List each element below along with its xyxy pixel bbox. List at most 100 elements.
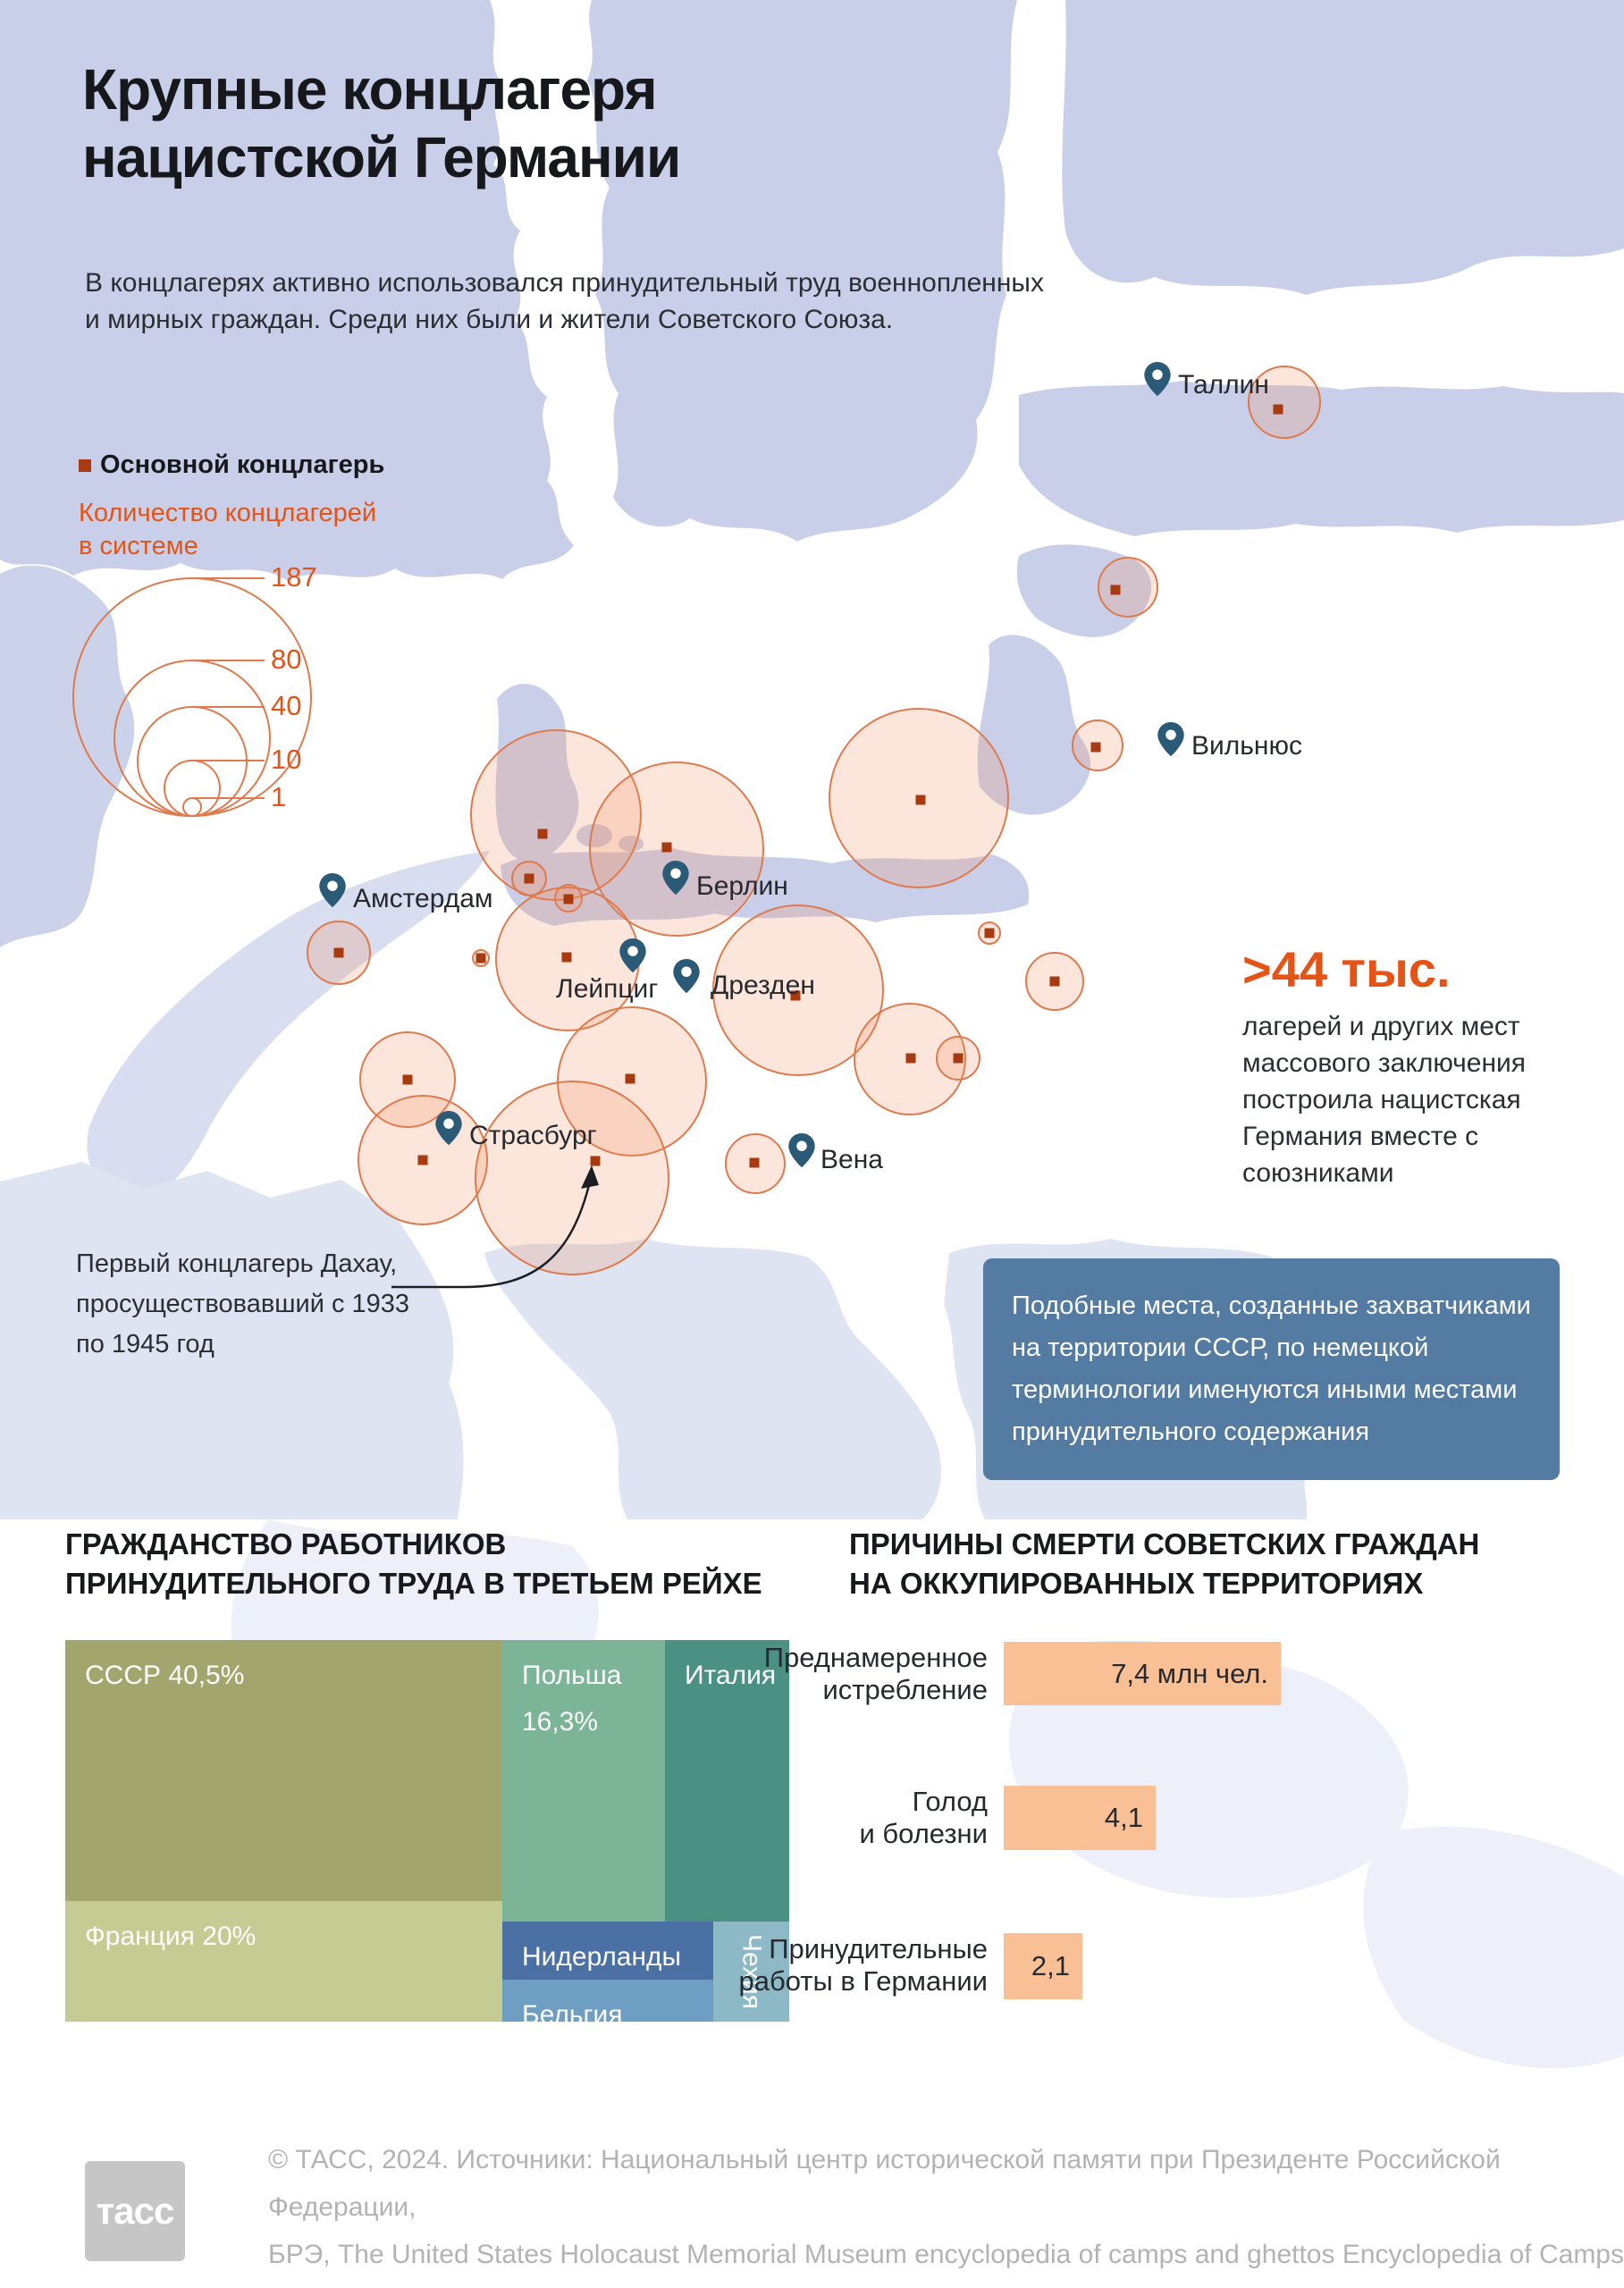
- legend-size-title-line2: в системе: [79, 532, 198, 560]
- camp-system-circle: [475, 1081, 669, 1275]
- treemap-title-line2: ПРИНУДИТЕЛЬНОГО ТРУДА В ТРЕТЬЕМ РЕЙХЕ: [65, 1567, 762, 1600]
- land-finland: [1062, 0, 1624, 295]
- main-camp-square: [475, 953, 486, 963]
- land-lithuania-coast: [977, 635, 1091, 815]
- main-camp-legend-square: [79, 459, 91, 472]
- stat-44k-text: лагерей и других мест массового заключен…: [1242, 1012, 1527, 1188]
- death-chart-title-line1: ПРИЧИНЫ СМЕРТИ СОВЕТСКИХ ГРАЖДАН: [849, 1527, 1480, 1560]
- city-label: Дрезден: [711, 971, 815, 1000]
- treemap-block-label: Нидерланды: [522, 1934, 681, 1981]
- legend-size-value: 80: [271, 644, 302, 675]
- legend-scale-circle: [182, 797, 202, 817]
- land-france: [0, 1162, 464, 1519]
- land-norway: [0, 0, 574, 581]
- main-camp-square: [661, 842, 672, 853]
- main-camp-square: [590, 1156, 601, 1166]
- intro-line2: и мирных граждан. Среди них были и жител…: [85, 305, 894, 334]
- city-label: Лейпциг: [556, 974, 659, 1004]
- dachau-line3: по 1945 год: [76, 1330, 215, 1358]
- legend-size-title: Количество концлагерей в системе: [79, 497, 376, 563]
- bar-label-line: Преднамеренное: [763, 1642, 988, 1673]
- bar-value-label: 7,4 млн чел.: [1111, 1657, 1268, 1689]
- main-camp-square: [790, 990, 801, 1001]
- treemap-label-line: Франция 20%: [85, 1922, 257, 1951]
- bar-value-label: 4,1: [1104, 1802, 1143, 1833]
- dachau-line2: просуществовавший с 1933: [76, 1290, 410, 1318]
- treemap-label-line: 16,3%: [522, 1707, 599, 1737]
- city-pin-icon: [1156, 720, 1186, 758]
- treemap-label-line: СССР 40,5%: [85, 1661, 245, 1690]
- treemap-title-line1: ГРАЖДАНСТВО РАБОТНИКОВ: [65, 1527, 507, 1560]
- main-camp-square: [1049, 976, 1060, 987]
- intro-text: В концлагерях активно использовался прин…: [85, 265, 1044, 338]
- dachau-arrow-head: [581, 1165, 599, 1189]
- main-camp-square: [417, 1155, 428, 1165]
- bar-value-label: 2,1: [1031, 1950, 1070, 1981]
- camp-system-circle: [1248, 366, 1321, 439]
- bar-label-line: работы в Германии: [738, 1965, 988, 1997]
- main-camp-square: [563, 894, 574, 904]
- legend-size-value: 187: [271, 561, 317, 593]
- city-label: Амстердам: [353, 884, 493, 913]
- city-pin-icon: [787, 1131, 817, 1169]
- treemap-label-line: Чехия: [736, 1933, 767, 2010]
- map-pin-icon: [1144, 361, 1171, 397]
- treemap-block-label: Франция 20%: [85, 1914, 256, 1960]
- tass-logo: тасс: [85, 2161, 185, 2261]
- map-pin-icon: [788, 1132, 815, 1168]
- main-camp-square: [749, 1157, 760, 1168]
- city-label: Таллин: [1178, 370, 1269, 400]
- camp-system-circle: [712, 904, 884, 1076]
- page-title: Крупные концлагеря нацистской Германии: [82, 55, 681, 191]
- legend-size-value: 1: [271, 781, 287, 812]
- treemap-block-italy: Италия: [665, 1640, 789, 1922]
- bar-category-label: Голод и болезни: [702, 1786, 988, 1850]
- city-pin-icon: [671, 957, 702, 995]
- dachau-arrow-line: [391, 1181, 592, 1289]
- stat-44k-value: >44 тыс.: [1242, 941, 1451, 997]
- main-camp-square: [625, 1073, 635, 1084]
- treemap-label-line: Польша: [522, 1661, 622, 1690]
- dachau-arrow: [391, 1165, 599, 1289]
- legend-size-value: 10: [271, 744, 302, 775]
- land-sweden: [576, 0, 1017, 542]
- death-chart-section-title: ПРИЧИНЫ СМЕРТИ СОВЕТСКИХ ГРАЖДАН НА ОККУ…: [849, 1525, 1479, 1603]
- treemap-block-label: Бельгия: [522, 1992, 622, 2039]
- city-label: Страсбург: [469, 1121, 597, 1150]
- camp-system-circles: [307, 366, 1321, 1275]
- bar-label-line: и болезни: [859, 1818, 988, 1849]
- map-pin-icon: [435, 1110, 462, 1146]
- map-pin-icon: [619, 938, 646, 973]
- map-pin-icon: [1157, 721, 1184, 757]
- ussr-note-box: Подобные места, созданные захватчиками н…: [983, 1258, 1560, 1480]
- city-pin-icon: [1142, 360, 1173, 398]
- treemap-label-line: Бельгия: [522, 2000, 623, 2030]
- main-camp-square: [561, 952, 572, 963]
- main-camp-markers: [333, 404, 1283, 1168]
- land-estonia: [1019, 381, 1624, 536]
- page-title-line2: нацистской Германии: [82, 125, 681, 189]
- treemap-label-line: Италия: [685, 1661, 777, 1690]
- bar-label-line: Голод: [912, 1786, 988, 1817]
- bar-label-line: истребление: [822, 1674, 988, 1705]
- dachau-line1: Первый концлагерь Дахау,: [76, 1249, 398, 1278]
- land-italy: [484, 1239, 941, 1519]
- city-label: Вильнюс: [1191, 731, 1302, 761]
- city-label: Вена: [820, 1145, 883, 1174]
- treemap-block-label: СССР 40,5%: [85, 1653, 244, 1699]
- main-camp-square: [524, 873, 534, 884]
- footer-line2: БРЭ, The United States Holocaust Memoria…: [268, 2240, 1624, 2288]
- land-faint-east: [1363, 1826, 1624, 2069]
- land-england: [0, 565, 135, 947]
- footer-credits: © ТАСС, 2024. Источники: Национальный це…: [268, 2136, 1624, 2288]
- treemap-section-title: ГРАЖДАНСТВО РАБОТНИКОВ ПРИНУДИТЕЛЬНОГО Т…: [65, 1525, 762, 1603]
- main-camp-square: [1110, 585, 1121, 595]
- map-pin-icon: [673, 958, 700, 994]
- legend-scale-circle: [164, 760, 221, 817]
- bar-category-label: Преднамеренное истребление: [702, 1642, 988, 1706]
- main-camp-square: [984, 928, 995, 938]
- treemap-block-ussr: СССР 40,5%: [65, 1640, 502, 1901]
- treemap-block-netherlands: Нидерланды: [502, 1922, 713, 1980]
- land-netherlands-coast: [87, 851, 490, 1216]
